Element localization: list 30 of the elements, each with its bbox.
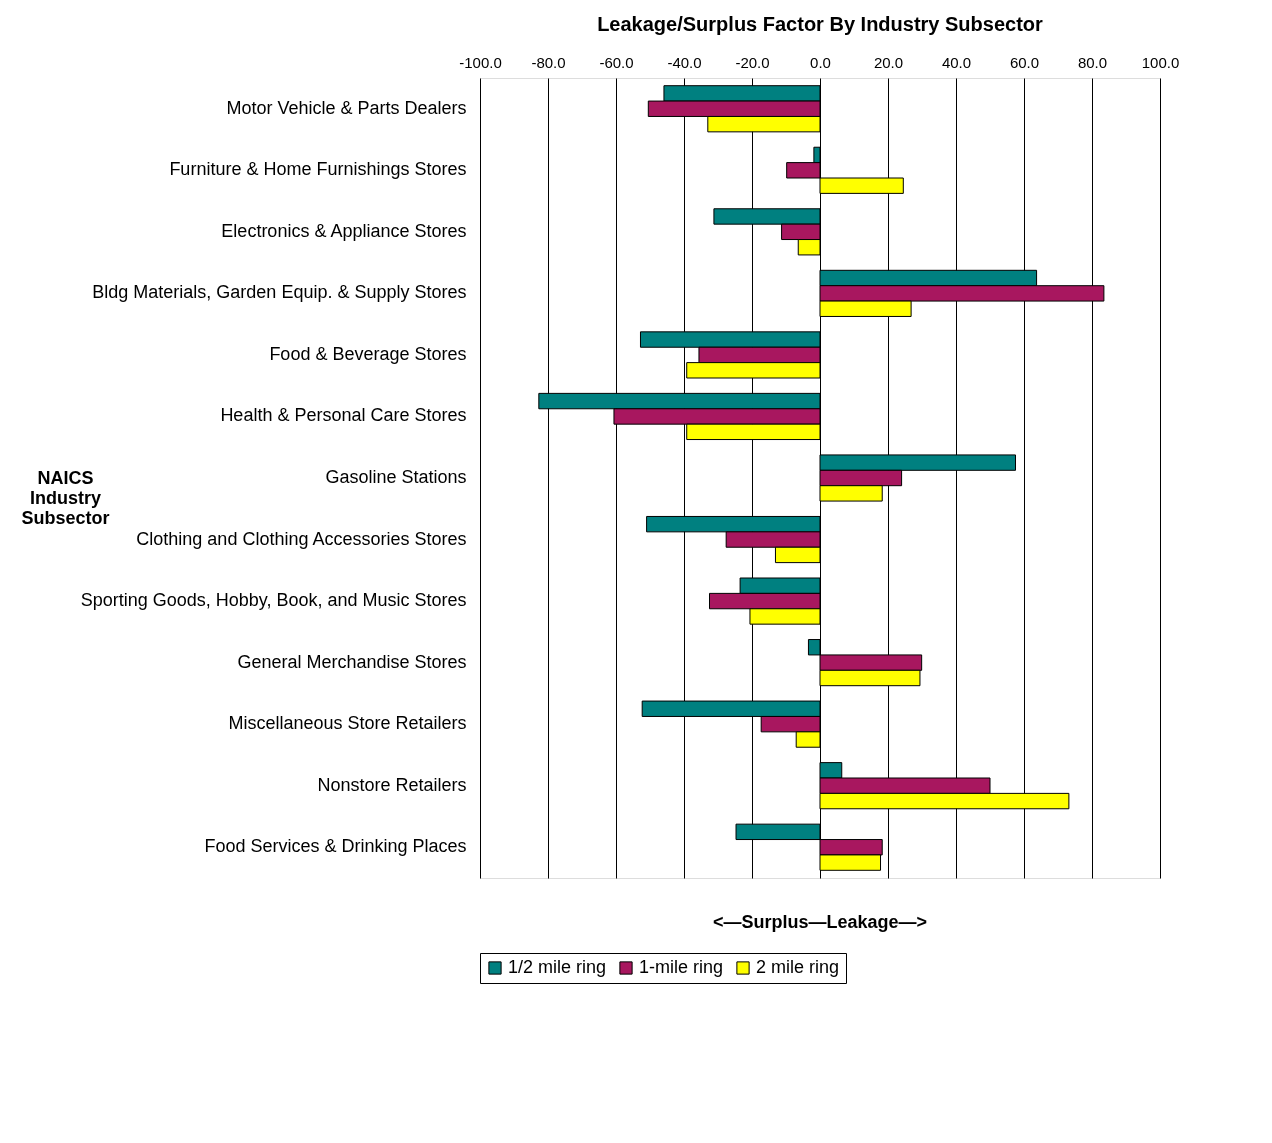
x-tick-label: 80.0: [1077, 53, 1108, 71]
x-tick-label: -40.0: [667, 53, 702, 71]
chart-title: Leakage/Surplus Factor By Industry Subsector: [597, 13, 1044, 35]
y-tick-label: Electronics & Appliance Stores: [221, 220, 467, 241]
y-tick-label: Furniture & Home Furnishings Stores: [169, 159, 467, 180]
x-tick-label: -60.0: [599, 53, 634, 71]
y-tick-label: Motor Vehicle & Parts Dealers: [226, 97, 467, 118]
legend-label: 1-mile ring: [639, 957, 724, 977]
y-tick-label: Clothing and Clothing Accessories Stores: [136, 528, 467, 549]
legend-label: 1/2 mile ring: [508, 957, 607, 977]
y-tick-label: Bldg Materials, Garden Equip. & Supply Stores: [92, 282, 467, 303]
y-tick-label: Health & Personal Care Stores: [220, 405, 467, 426]
x-tick-label: 0.0: [810, 53, 831, 71]
y-tick-label: Food & Beverage Stores: [269, 343, 467, 364]
x-tick-label: -20.0: [735, 53, 770, 71]
x-tick-label: 40.0: [941, 53, 972, 71]
legend-label: 2 mile ring: [756, 957, 840, 977]
y-tick-label: Food Services & Drinking Places: [204, 836, 467, 857]
x-tick-label: 100.0: [1141, 53, 1180, 71]
x-tick-label: -100.0: [459, 53, 502, 71]
y-axis-title: NAICS Industry Subsector: [21, 467, 110, 528]
y-tick-label: Gasoline Stations: [325, 467, 467, 487]
y-tick-label: Nonstore Retailers: [317, 774, 467, 795]
x-axis-title: <—Surplus—Leakage—>: [712, 912, 928, 932]
x-tick-label: 60.0: [1009, 53, 1040, 71]
y-tick-label: General Merchandise Stores: [237, 651, 467, 672]
x-tick-label: 20.0: [873, 53, 904, 71]
y-tick-label: Miscellaneous Store Retailers: [228, 713, 467, 734]
x-tick-label: -80.0: [531, 53, 566, 71]
y-tick-label: Sporting Goods, Hobby, Book, and Music Stores: [80, 590, 467, 611]
